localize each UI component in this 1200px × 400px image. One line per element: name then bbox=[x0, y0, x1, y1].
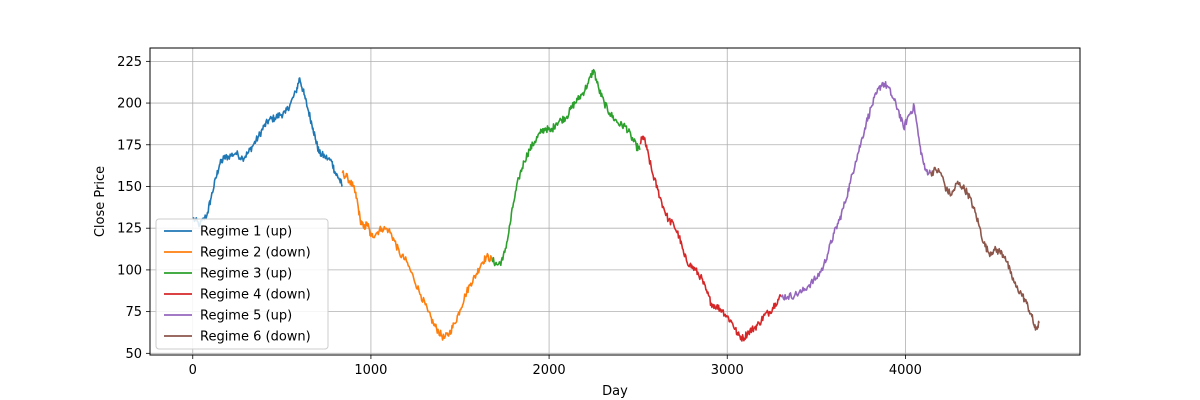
y-tick-label: 50 bbox=[125, 347, 142, 362]
series-line-6 bbox=[930, 166, 1040, 331]
x-tick-label: 4000 bbox=[889, 363, 922, 378]
series-line-4 bbox=[639, 135, 782, 342]
y-tick-label: 175 bbox=[117, 138, 142, 153]
legend-label: Regime 3 (up) bbox=[200, 267, 292, 282]
y-tick-label: 225 bbox=[117, 55, 142, 70]
plot-area-frame bbox=[149, 47, 1081, 356]
legend-label: Regime 4 (down) bbox=[200, 288, 311, 303]
y-tick-label: 100 bbox=[117, 263, 142, 278]
legend-label: Regime 2 (down) bbox=[200, 246, 311, 261]
y-tick-label: 75 bbox=[125, 305, 142, 320]
series-line-5 bbox=[780, 81, 932, 301]
y-tick-label: 150 bbox=[117, 180, 142, 195]
legend-label: Regime 6 (down) bbox=[200, 330, 311, 345]
legend-box bbox=[155, 218, 329, 350]
x-tick-label: 0 bbox=[189, 363, 197, 378]
x-tick-label: 3000 bbox=[711, 363, 744, 378]
series-lines bbox=[192, 68, 1040, 342]
series-line-1 bbox=[192, 77, 343, 228]
series-line-3 bbox=[491, 68, 641, 267]
legend-label: Regime 1 (up) bbox=[200, 225, 292, 240]
y-tick-label: 125 bbox=[117, 222, 142, 237]
x-axis-label: Day bbox=[602, 384, 628, 399]
legend-label: Regime 5 (up) bbox=[200, 309, 292, 324]
y-tick-label: 200 bbox=[117, 97, 142, 112]
series-line-2 bbox=[341, 170, 493, 341]
y-axis-label: Close Price bbox=[93, 166, 108, 237]
legend: Regime 1 (up) Regime 2 (down) Regime 3 (up… bbox=[155, 218, 329, 350]
x-tick-label: 2000 bbox=[533, 363, 566, 378]
x-tick-label: 1000 bbox=[354, 363, 387, 378]
axis-ticks: 0 1000 2000 3000 4000 50 75 100 125 150 175 200 225 bbox=[117, 55, 922, 378]
